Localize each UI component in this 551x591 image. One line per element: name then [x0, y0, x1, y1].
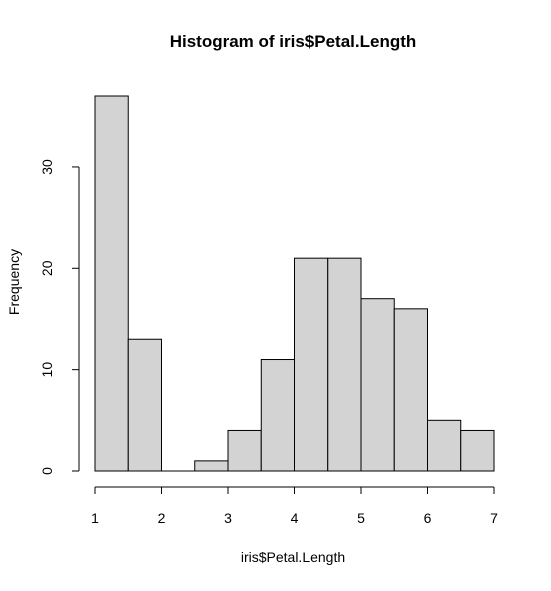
x-tick-label: 7 [490, 510, 498, 526]
histogram-bar [94, 95, 129, 472]
y-tick-label: 10 [39, 362, 55, 378]
x-tick-label: 1 [91, 510, 99, 526]
histogram-bar [294, 257, 329, 472]
histogram-bar [127, 338, 162, 472]
y-tick-label: 30 [39, 159, 55, 175]
histogram-bar [460, 429, 495, 472]
histogram-bar [194, 460, 229, 472]
chart-title: Histogram of iris$Petal.Length [170, 32, 417, 51]
x-tick-label: 5 [357, 510, 365, 526]
y-tick-label: 20 [39, 260, 55, 276]
histogram-bar [327, 257, 362, 472]
bars-group [94, 95, 495, 472]
histogram-bar [393, 308, 428, 472]
x-tick-label: 3 [224, 510, 232, 526]
x-tick-label: 6 [424, 510, 432, 526]
x-tick-label: 4 [291, 510, 299, 526]
histogram-bar [260, 359, 295, 472]
histogram-bar [227, 429, 262, 472]
histogram-bar [360, 298, 395, 472]
x-axis: 1 2 3 4 5 6 7 [91, 486, 498, 526]
histogram-bar [427, 419, 462, 472]
y-axis: 0 10 20 30 [39, 159, 80, 475]
y-tick-label: 0 [39, 467, 55, 475]
x-axis-label: iris$Petal.Length [241, 549, 345, 565]
x-tick-label: 2 [158, 510, 166, 526]
y-axis-label: Frequency [6, 249, 22, 315]
